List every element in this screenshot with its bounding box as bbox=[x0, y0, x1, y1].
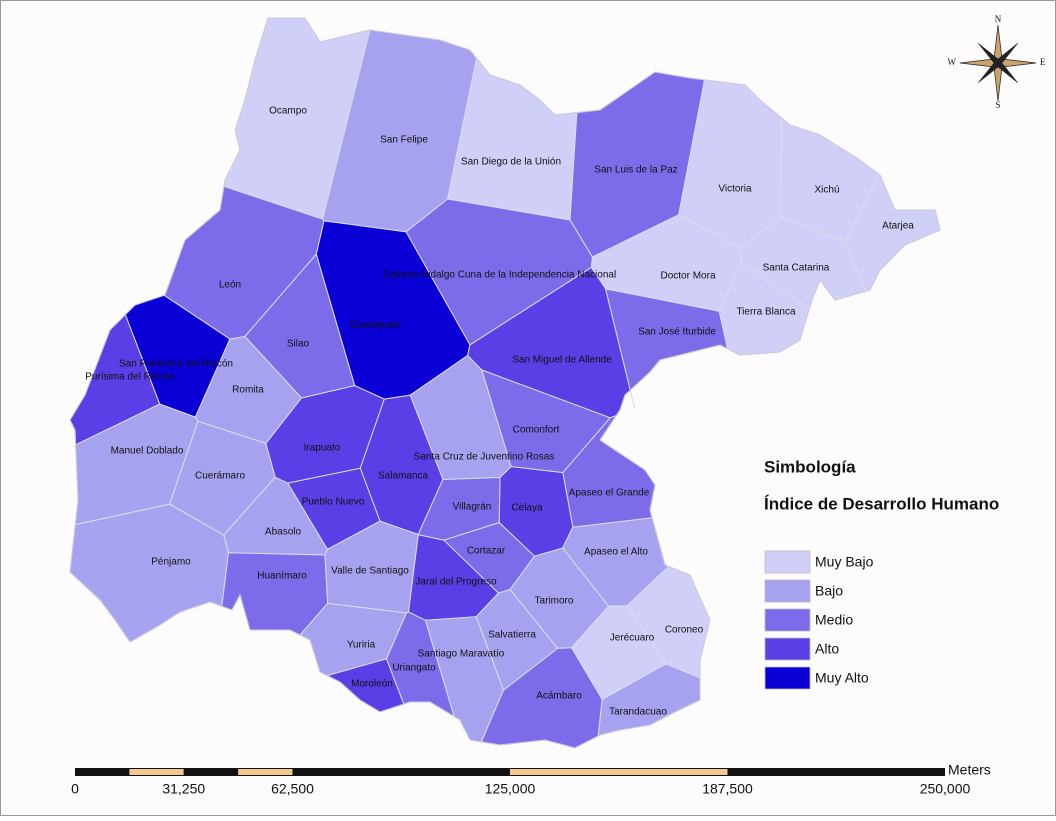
municipality-label: Doctor Mora bbox=[660, 271, 715, 282]
scale-label: 250,000 bbox=[920, 781, 971, 797]
legend-subtitle: Índice de Desarrollo Humano bbox=[764, 494, 999, 513]
scale-label: 62,500 bbox=[271, 781, 314, 797]
municipality-label: Apaseo el Alto bbox=[584, 547, 648, 558]
municipality-label: Uriangato bbox=[392, 663, 436, 674]
compass-east: E bbox=[1040, 57, 1046, 67]
municipality-label: Celaya bbox=[511, 503, 543, 514]
state-outline bbox=[69, 17, 941, 749]
municipality-label: Dolores Hidalgo Cuna de la Independencia… bbox=[384, 270, 616, 281]
legend-title: Simbología bbox=[764, 457, 856, 476]
compass-west: W bbox=[948, 57, 957, 67]
municipality-label: Apaseo el Grande bbox=[569, 488, 650, 499]
legend-label: Muy Bajo bbox=[815, 554, 874, 570]
scale-segment bbox=[292, 768, 510, 776]
compass-south: S bbox=[995, 100, 1000, 110]
legend-swatch bbox=[764, 637, 811, 661]
municipality-label: Irapuato bbox=[304, 443, 341, 454]
municipality-label: Santa Catarina bbox=[763, 263, 830, 274]
municipality-label: Yuriria bbox=[347, 640, 376, 651]
municipality-label: Cortazar bbox=[467, 546, 506, 557]
scale-unit: Meters bbox=[948, 762, 991, 778]
municipality-label: Manuel Doblado bbox=[111, 446, 184, 457]
municipality-label: Tarimoro bbox=[535, 596, 574, 607]
municipality-label: Jerécuaro bbox=[610, 633, 655, 644]
legend-swatch bbox=[764, 550, 811, 574]
scale-label: 125,000 bbox=[485, 781, 536, 797]
municipality-label: Salamanca bbox=[378, 471, 428, 482]
scale-label: 187,500 bbox=[702, 781, 753, 797]
municipality-label: Villagrán bbox=[453, 502, 492, 513]
municipality-label: Tierra Blanca bbox=[736, 307, 796, 318]
legend-label: Alto bbox=[815, 641, 839, 657]
compass: N S E W bbox=[948, 14, 1047, 110]
municipality-label: Tarandacuao bbox=[609, 707, 667, 718]
legend-swatch bbox=[764, 666, 811, 690]
municipality-label: Romita bbox=[232, 385, 264, 396]
municipality-label: Pénjamo bbox=[151, 557, 191, 568]
scale-segment bbox=[75, 768, 130, 776]
compass-north: N bbox=[995, 14, 1002, 24]
municipality-label: San Miguel de Allende bbox=[512, 355, 612, 366]
municipality-label: León bbox=[219, 280, 241, 291]
municipality-label: Acámbaro bbox=[536, 691, 582, 702]
legend: Muy Bajo Bajo Medio Alto Muy Alto bbox=[764, 550, 874, 690]
scale-segment bbox=[183, 768, 239, 776]
municipality-label: Pueblo Nuevo bbox=[302, 497, 365, 508]
legend-label: Muy Alto bbox=[815, 670, 869, 686]
municipality-label: Salvatierra bbox=[488, 630, 536, 641]
municipality-label: Valle de Santiago bbox=[331, 566, 409, 577]
compass-arm bbox=[997, 62, 1019, 84]
municipality-label: Coroneo bbox=[665, 625, 704, 636]
municipality-label: Cuerámaro bbox=[195, 471, 245, 482]
municipality-label: Santa Cruz de Juventino Rosas bbox=[414, 452, 555, 463]
municipality-label: San Felipe bbox=[380, 135, 428, 146]
legend-label: Medio bbox=[815, 612, 853, 628]
municipality-label: Atarjea bbox=[882, 221, 914, 232]
municipalities bbox=[69, 17, 941, 749]
municipality-label: San Luis de la Paz bbox=[594, 165, 677, 176]
municipality-label: Silao bbox=[287, 339, 310, 350]
municipality-label: Moroleón bbox=[351, 679, 393, 690]
municipality-label: Huanímaro bbox=[257, 571, 307, 582]
municipality-label: San Francisco del Rincón bbox=[119, 359, 233, 370]
scale-segment bbox=[129, 769, 184, 775]
municipality-label: Jaral del Progreso bbox=[415, 577, 497, 588]
municipality-label: Guanajuato bbox=[349, 320, 401, 331]
municipality-label: Comonfort bbox=[513, 425, 560, 436]
scale-segment bbox=[727, 768, 945, 776]
scale-segment bbox=[510, 769, 728, 775]
municipality-label: Xichú bbox=[814, 185, 839, 196]
municipality-label: Purísima del Rincón bbox=[85, 372, 174, 383]
municipality-label: Santiago Maravatío bbox=[418, 649, 505, 660]
scale-segment bbox=[238, 769, 293, 775]
municipality-label: Abasolo bbox=[265, 527, 302, 538]
scale-label: 31,250 bbox=[162, 781, 205, 797]
scale-label: 0 bbox=[71, 781, 79, 797]
municipality-label: Victoria bbox=[718, 184, 752, 195]
legend-swatch bbox=[764, 608, 811, 632]
municipality-label: San Diego de la Unión bbox=[461, 157, 561, 168]
scale-bar: 0 31,250 62,500 125,000 187,500 250,000 Meters bbox=[71, 762, 991, 797]
legend-label: Bajo bbox=[815, 583, 843, 599]
municipality-labels: Ocampo San Felipe San Diego de la Unión San… bbox=[85, 106, 914, 718]
legend-swatch bbox=[764, 579, 811, 603]
municipality-label: San José Iturbide bbox=[638, 327, 716, 338]
municipality-label: Ocampo bbox=[269, 106, 307, 117]
